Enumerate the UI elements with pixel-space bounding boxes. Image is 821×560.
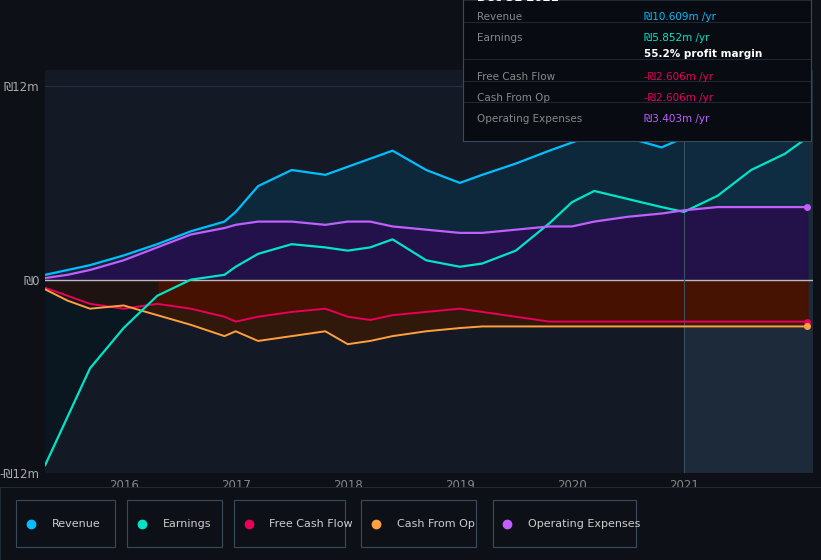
Text: ₪10.609m /yr: ₪10.609m /yr bbox=[644, 12, 716, 22]
Bar bbox=[684, 70, 813, 473]
Text: Operating Expenses: Operating Expenses bbox=[528, 519, 640, 529]
Text: Cash From Op: Cash From Op bbox=[477, 93, 550, 102]
Text: -₪2.606m /yr: -₪2.606m /yr bbox=[644, 72, 713, 82]
Text: Earnings: Earnings bbox=[163, 519, 211, 529]
Text: ₪3.403m /yr: ₪3.403m /yr bbox=[644, 114, 709, 124]
Text: Revenue: Revenue bbox=[52, 519, 100, 529]
Text: Cash From Op: Cash From Op bbox=[397, 519, 475, 529]
Text: Free Cash Flow: Free Cash Flow bbox=[269, 519, 353, 529]
Text: Earnings: Earnings bbox=[477, 33, 522, 43]
Text: ₪5.852m /yr: ₪5.852m /yr bbox=[644, 33, 709, 43]
Text: Operating Expenses: Operating Expenses bbox=[477, 114, 582, 124]
Text: Revenue: Revenue bbox=[477, 12, 522, 22]
Text: -₪2.606m /yr: -₪2.606m /yr bbox=[644, 93, 713, 102]
Text: Free Cash Flow: Free Cash Flow bbox=[477, 72, 555, 82]
Text: Dec 31 2021: Dec 31 2021 bbox=[477, 0, 559, 4]
Text: 55.2% profit margin: 55.2% profit margin bbox=[644, 49, 763, 59]
